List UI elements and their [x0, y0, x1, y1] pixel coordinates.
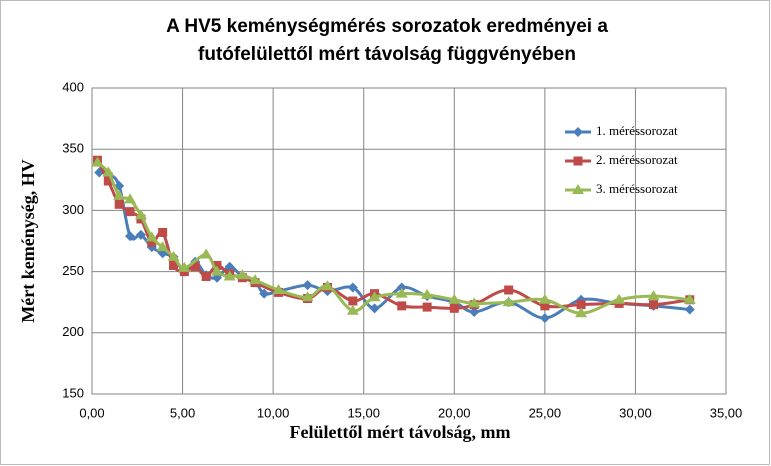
marker [178, 261, 191, 272]
marker [91, 156, 104, 167]
x-tick-label: 0,00 [79, 405, 104, 420]
marker [421, 288, 434, 299]
marker [539, 313, 550, 324]
legend-label: 2. méréssorozat [596, 152, 678, 167]
marker [102, 166, 115, 177]
marker [224, 261, 235, 272]
marker [573, 127, 583, 137]
y-axis-label: Mért keménység, HV [18, 159, 38, 322]
y-tick-label: 200 [62, 324, 84, 339]
marker [647, 290, 660, 301]
plot-area [91, 87, 727, 395]
marker [301, 291, 314, 302]
x-tick-label: 10,00 [257, 405, 290, 420]
x-axis-label: Felülettől mért távolság, mm [290, 422, 511, 442]
marker [114, 199, 124, 209]
marker [236, 269, 249, 280]
marker [683, 293, 696, 304]
marker [448, 293, 461, 304]
y-tick-label: 150 [62, 385, 84, 400]
y-tick-label: 250 [62, 263, 84, 278]
x-tick-label: 25,00 [529, 405, 562, 420]
x-tick-label: 20,00 [438, 405, 471, 420]
y-tick-label: 400 [62, 79, 84, 94]
marker [124, 193, 137, 204]
chart-title: futófelülettől mért távolság függvényébe… [198, 44, 576, 65]
marker [272, 283, 285, 294]
marker [575, 307, 588, 318]
marker [468, 297, 481, 308]
legend-label: 3. méréssorozat [596, 181, 678, 196]
marker [210, 265, 223, 276]
marker [156, 241, 169, 252]
y-tick-label: 300 [62, 202, 84, 217]
y-tick-label: 350 [62, 141, 84, 156]
marker [502, 296, 515, 307]
x-tick-label: 30,00 [619, 405, 652, 420]
x-tick-label: 15,00 [347, 405, 380, 420]
marker [249, 274, 262, 285]
marker [397, 301, 407, 311]
marker [145, 231, 158, 242]
marker [201, 271, 211, 281]
marker [347, 282, 358, 293]
marker [369, 303, 380, 314]
marker [469, 306, 480, 317]
marker [573, 156, 583, 166]
marker [135, 229, 146, 240]
marker [396, 282, 407, 293]
marker [348, 296, 358, 306]
x-tick-label: 35,00 [710, 405, 743, 420]
marker [572, 184, 584, 194]
marker [684, 304, 695, 315]
marker [169, 260, 179, 270]
marker [125, 231, 136, 242]
marker [223, 270, 236, 281]
legend-label: 1. méréssorozat [596, 123, 678, 138]
marker [368, 291, 381, 302]
marker [576, 300, 586, 310]
marker [134, 209, 147, 220]
marker [167, 250, 180, 261]
marker [302, 280, 313, 291]
marker [125, 207, 135, 217]
marker [449, 303, 459, 313]
marker [200, 248, 213, 259]
x-tick-label: 5,00 [170, 405, 195, 420]
marker [395, 287, 408, 298]
marker [538, 293, 551, 304]
chart-title: A HV5 keménységmérés sorozatok eredménye… [166, 16, 608, 37]
marker [649, 300, 659, 310]
marker [113, 189, 126, 200]
marker [321, 280, 334, 291]
marker [504, 285, 514, 295]
marker [158, 227, 168, 237]
marker [346, 304, 359, 315]
marker [613, 293, 626, 304]
marker [259, 288, 270, 299]
marker [422, 302, 432, 312]
